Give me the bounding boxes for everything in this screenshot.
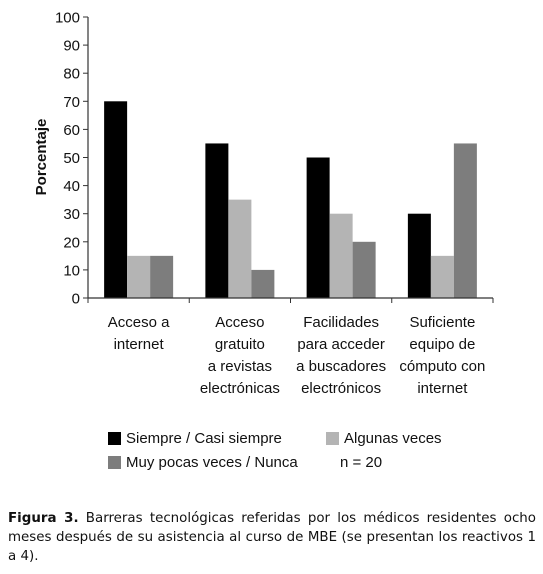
x-category-label-line: electrónicos (301, 380, 381, 397)
x-category-label: Acceso gratuito a revistas electrónicas (200, 314, 280, 397)
legend-label-muy-pocas-veces: Muy pocas veces / Nunca (126, 454, 298, 471)
y-axis-label: Porcentaje (33, 119, 50, 196)
legend-label-siempre: Siempre / Casi siempre (126, 430, 282, 447)
y-tick-label: 70 (63, 94, 80, 111)
figure-caption: Figura 3. Barreras tecnológicas referida… (8, 509, 536, 566)
legend: Siempre / Casi siempre Algunas veces Muy… (108, 428, 508, 478)
x-category-label-line: internet (114, 336, 165, 353)
y-tick-label: 50 (63, 150, 80, 167)
y-tick-label: 80 (63, 66, 80, 83)
x-category-label-line: equipo de (409, 336, 475, 353)
bar-1-2 (251, 269, 275, 298)
legend-item-muy-pocas-veces: Muy pocas veces / Nunca (108, 454, 298, 471)
y-tick-label: 20 (63, 234, 80, 251)
bar-3-2 (453, 143, 477, 298)
x-category-label-line: gratuito (215, 336, 265, 353)
x-category-label-line: a revistas (208, 358, 272, 375)
bar-0-0 (104, 101, 128, 298)
y-tick-label: 60 (63, 122, 80, 139)
x-category-label-line: electrónicas (200, 380, 280, 397)
y-tick-label: 100 (55, 10, 80, 27)
x-category-label: Facilidades para acceder a buscadores elect… (296, 314, 386, 397)
bar-3-1 (430, 255, 454, 298)
legend-label-algunas-veces: Algunas veces (344, 430, 442, 447)
legend-swatch-siempre (108, 432, 121, 445)
x-category-label-line: a buscadores (296, 358, 386, 375)
legend-item-algunas-veces: Algunas veces (326, 430, 442, 447)
legend-swatch-muy-pocas-veces (108, 456, 121, 469)
x-category-label-line: Acceso a (108, 314, 170, 331)
legend-item-siempre: Siempre / Casi siempre (108, 430, 282, 447)
bar-1-1 (228, 199, 252, 298)
bar-3-0 (407, 213, 431, 298)
legend-swatch-algunas-veces (326, 432, 339, 445)
x-category-label-line: cómputo con (399, 358, 485, 375)
bar-2-0 (306, 157, 330, 298)
x-category-label-line: Suficiente (409, 314, 475, 331)
figure-caption-text: Barreras tecnológicas referidas por los … (8, 511, 536, 564)
x-category-label-line: para acceder (297, 336, 385, 353)
y-tick-label: 40 (63, 178, 80, 195)
figure-caption-label: Figura 3. (8, 511, 79, 526)
y-tick-label: 90 (63, 38, 80, 55)
bar-2-2 (352, 241, 376, 298)
x-category-label-line: Facilidades (303, 314, 379, 331)
y-tick-label: 10 (63, 262, 80, 279)
bar-0-1 (127, 255, 151, 298)
x-category-label: Acceso a internet (108, 314, 170, 353)
bars (104, 101, 477, 298)
x-category-label: Suficiente equipo de cómputo con internet (399, 314, 485, 397)
y-tick-label: 30 (63, 206, 80, 223)
bar-0-2 (150, 255, 174, 298)
x-category-label-line: Acceso (215, 314, 264, 331)
x-category-label-line: internet (417, 380, 468, 397)
bar-2-1 (329, 213, 353, 298)
bar-1-0 (205, 143, 229, 298)
x-axis: Acceso a internet Acceso gratuito a revistas… (87, 297, 494, 397)
y-tick-label: 0 (72, 291, 80, 308)
sample-size-note: n = 20 (340, 454, 383, 471)
